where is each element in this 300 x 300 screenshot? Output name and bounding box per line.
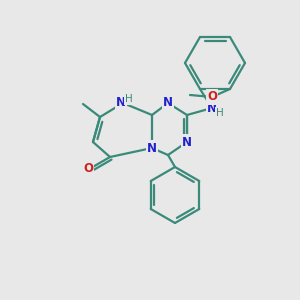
Text: N: N <box>116 97 126 110</box>
Text: O: O <box>83 161 93 175</box>
Text: H: H <box>216 108 224 118</box>
Text: N: N <box>207 101 217 115</box>
Text: N: N <box>147 142 157 154</box>
Text: H: H <box>125 94 133 104</box>
Text: N: N <box>182 136 192 148</box>
Text: N: N <box>163 97 173 110</box>
Text: O: O <box>207 91 217 103</box>
